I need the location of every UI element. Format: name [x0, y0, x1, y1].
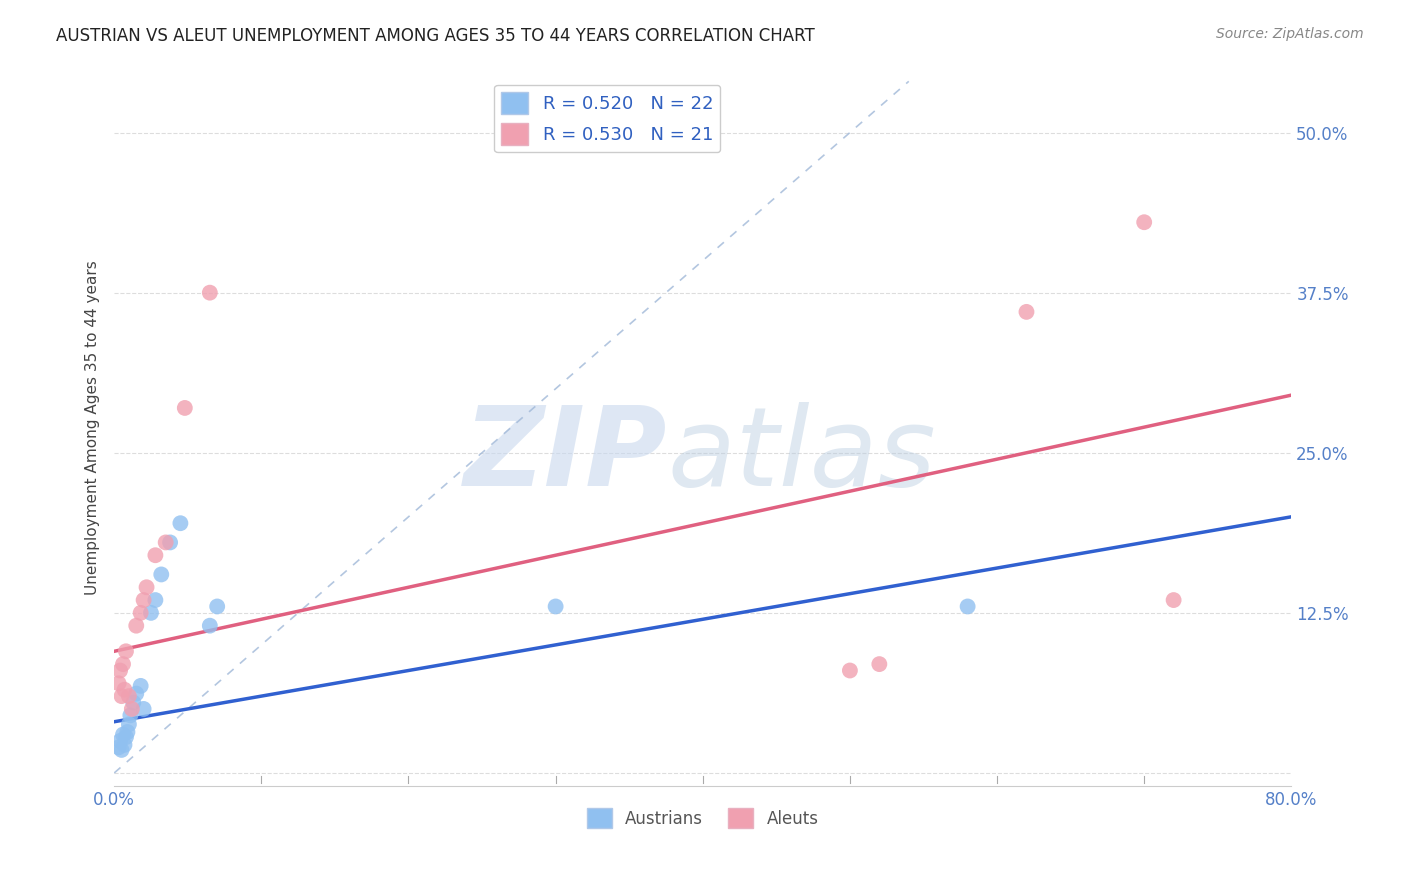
Point — [132, 702, 155, 716]
Point — [129, 606, 152, 620]
Point — [107, 676, 129, 690]
Point — [145, 548, 167, 562]
Legend: Austrians, Aleuts: Austrians, Aleuts — [581, 801, 825, 835]
Point — [1133, 215, 1156, 229]
Point — [544, 599, 567, 614]
Point — [150, 567, 173, 582]
Point — [110, 689, 132, 703]
Point — [838, 664, 860, 678]
Point — [114, 682, 136, 697]
Point — [198, 618, 221, 632]
Point — [139, 606, 162, 620]
Point — [111, 727, 134, 741]
Y-axis label: Unemployment Among Ages 35 to 44 years: Unemployment Among Ages 35 to 44 years — [86, 260, 100, 595]
Text: AUSTRIAN VS ALEUT UNEMPLOYMENT AMONG AGES 35 TO 44 YEARS CORRELATION CHART: AUSTRIAN VS ALEUT UNEMPLOYMENT AMONG AGE… — [56, 27, 815, 45]
Point — [173, 401, 195, 415]
Point — [205, 599, 228, 614]
Point — [118, 689, 141, 703]
Point — [132, 593, 155, 607]
Point — [120, 708, 142, 723]
Point — [169, 516, 191, 531]
Point — [115, 730, 138, 744]
Point — [111, 657, 134, 672]
Point — [125, 618, 148, 632]
Point — [121, 702, 143, 716]
Point — [198, 285, 221, 300]
Point — [115, 644, 138, 658]
Point — [117, 725, 139, 739]
Point — [145, 593, 167, 607]
Point — [108, 734, 131, 748]
Point — [110, 743, 132, 757]
Point — [868, 657, 890, 672]
Point — [107, 740, 129, 755]
Point — [108, 664, 131, 678]
Point — [1015, 305, 1038, 319]
Point — [159, 535, 181, 549]
Text: atlas: atlas — [668, 402, 936, 509]
Point — [114, 738, 136, 752]
Text: Source: ZipAtlas.com: Source: ZipAtlas.com — [1216, 27, 1364, 41]
Point — [125, 687, 148, 701]
Point — [1163, 593, 1185, 607]
Point — [122, 696, 145, 710]
Point — [135, 580, 157, 594]
Point — [129, 679, 152, 693]
Point — [956, 599, 979, 614]
Point — [118, 717, 141, 731]
Text: ZIP: ZIP — [464, 402, 668, 509]
Point — [155, 535, 177, 549]
